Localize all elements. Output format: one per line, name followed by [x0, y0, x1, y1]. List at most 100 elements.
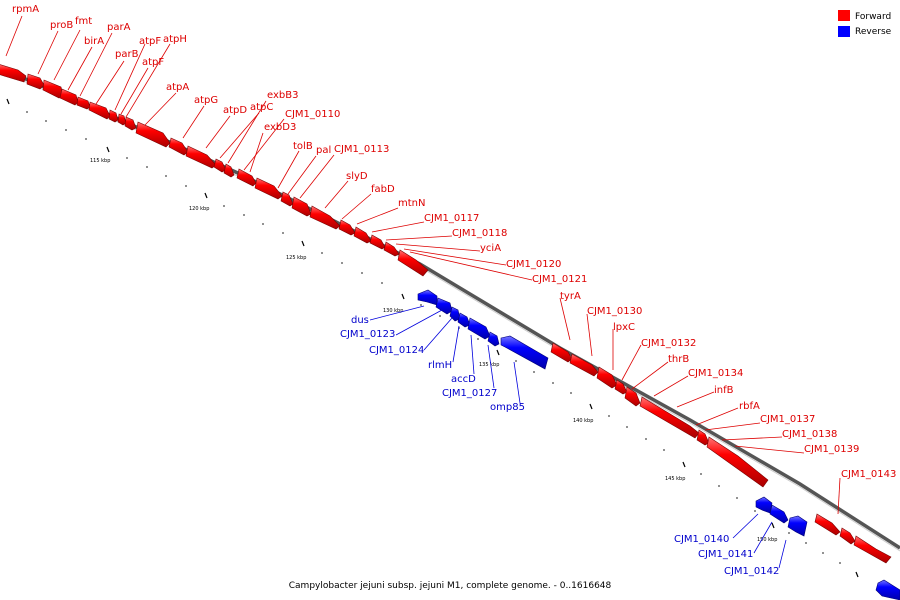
- gene-label-CJM1_0118[interactable]: CJM1_0118: [452, 228, 507, 239]
- gene-arrow[interactable]: [213, 158, 227, 173]
- gene-label-CJM1_0120[interactable]: CJM1_0120: [506, 259, 561, 270]
- gene-arrow[interactable]: [639, 396, 700, 439]
- gene-label-CJM1_0127[interactable]: CJM1_0127: [442, 388, 497, 399]
- gene-label-pal[interactable]: pal: [316, 145, 331, 156]
- legend-forward-label: Forward: [855, 12, 891, 22]
- gene-arrow[interactable]: [417, 289, 438, 306]
- gene-label-mtnN[interactable]: mtnN: [398, 198, 425, 209]
- gene-label-CJM1_0121[interactable]: CJM1_0121: [532, 274, 587, 285]
- gene-arrow[interactable]: [42, 79, 64, 99]
- gene-label-birA[interactable]: birA: [84, 36, 104, 47]
- gene-arrow[interactable]: [550, 342, 573, 363]
- gene-label-parA[interactable]: parA: [107, 22, 131, 33]
- gene-label-CJM1_0143[interactable]: CJM1_0143: [841, 469, 896, 480]
- gene-label-CJM1_0139[interactable]: CJM1_0139: [804, 444, 859, 455]
- gene-label-atpG[interactable]: atpG: [194, 95, 218, 106]
- gene-arrow[interactable]: [223, 163, 235, 178]
- gene-arrow[interactable]: [383, 241, 400, 257]
- gene-label-atpD[interactable]: atpD: [223, 105, 247, 116]
- gene-arrow[interactable]: [769, 504, 789, 524]
- gene-label-rlmH[interactable]: rlmH: [428, 360, 452, 371]
- gene-label-rpmA[interactable]: rpmA: [12, 4, 39, 15]
- gene-arrow[interactable]: [397, 249, 429, 277]
- legend-reverse-label: Reverse: [855, 27, 892, 37]
- gene-label-CJM1_0134[interactable]: CJM1_0134: [688, 368, 743, 379]
- gene-label-CJM1_0110[interactable]: CJM1_0110: [285, 109, 340, 120]
- gene-arrow[interactable]: [59, 88, 79, 106]
- gene-arrow[interactable]: [168, 137, 189, 156]
- gene-arrow[interactable]: [280, 191, 294, 207]
- gene-arrow[interactable]: [487, 331, 500, 347]
- gene-label-parB[interactable]: parB: [115, 49, 139, 60]
- gene-arrow[interactable]: [853, 535, 892, 564]
- gene-arrow[interactable]: [291, 196, 312, 217]
- gene-label-CJM1_0117[interactable]: CJM1_0117: [424, 213, 479, 224]
- gene-label-exbB3[interactable]: exbB3: [267, 90, 298, 101]
- gene-label-CJM1_0142[interactable]: CJM1_0142: [724, 566, 779, 577]
- gene-arrow[interactable]: [309, 205, 341, 230]
- major-tick: [6, 98, 10, 105]
- gene-arrow[interactable]: [88, 101, 111, 120]
- gene-label-exbD3[interactable]: exbD3: [264, 122, 296, 133]
- gene-arrow[interactable]: [236, 168, 257, 187]
- gene-label-CJM1_0123[interactable]: CJM1_0123: [340, 329, 395, 340]
- gene-arrow[interactable]: [435, 297, 453, 315]
- gene-arrow[interactable]: [449, 306, 461, 322]
- gene-label-CJM1_0140[interactable]: CJM1_0140: [674, 534, 729, 545]
- gene-arrow[interactable]: [467, 317, 491, 340]
- gene-arrow[interactable]: [338, 219, 356, 236]
- gene-label-CJM1_0138[interactable]: CJM1_0138: [782, 429, 837, 440]
- gene-arrow[interactable]: [353, 226, 372, 244]
- gene-label-atpA[interactable]: atpA: [166, 82, 189, 93]
- gene-label-proB[interactable]: proB: [50, 20, 73, 31]
- gene-label-slyD[interactable]: slyD: [346, 171, 368, 182]
- gene-label-CJM1_0130[interactable]: CJM1_0130: [587, 306, 642, 317]
- gene-label-rbfA[interactable]: rbfA: [739, 401, 760, 412]
- gene-label-yciA[interactable]: yciA: [480, 243, 501, 254]
- gene-label-atpF2[interactable]: atpF: [142, 57, 164, 68]
- gene-label-accD[interactable]: accD: [451, 374, 476, 385]
- gene-label-CJM1_0132[interactable]: CJM1_0132: [641, 338, 696, 349]
- gene-arrow[interactable]: [596, 366, 618, 389]
- gene-arrow[interactable]: [108, 109, 119, 123]
- gene-arrow[interactable]: [26, 73, 45, 90]
- gene-arrow[interactable]: [839, 527, 856, 545]
- gene-label-CJM1_0137[interactable]: CJM1_0137: [760, 414, 815, 425]
- gene-arrow[interactable]: [254, 177, 283, 200]
- gene-label-dus[interactable]: dus: [351, 315, 369, 326]
- gene-arrow[interactable]: [457, 312, 471, 328]
- gene-arrow[interactable]: [124, 116, 137, 131]
- gene-arrow[interactable]: [696, 429, 710, 446]
- gene-arrow[interactable]: [76, 96, 91, 110]
- gene-label-atpC[interactable]: atpC: [250, 102, 273, 113]
- major-tick: [204, 192, 208, 199]
- gene-arrow[interactable]: [814, 513, 841, 536]
- gene-arrow[interactable]: [624, 386, 641, 407]
- gene-label-atpH[interactable]: atpH: [163, 34, 187, 45]
- gene-label-omp85[interactable]: omp85: [490, 402, 525, 413]
- gene-label-infB[interactable]: infB: [714, 385, 734, 396]
- gene-arrow[interactable]: [185, 145, 217, 169]
- gene-arrow[interactable]: [117, 113, 127, 126]
- gene-arrow[interactable]: [369, 234, 386, 250]
- gene-label-CJM1_0113[interactable]: CJM1_0113: [334, 144, 389, 155]
- gene-label-CJM1_0141[interactable]: CJM1_0141: [698, 549, 753, 560]
- gene-label-tolB[interactable]: tolB: [293, 141, 313, 152]
- gene-arrow[interactable]: [706, 436, 769, 488]
- major-tick: [496, 349, 500, 356]
- gene-arrow[interactable]: [755, 496, 773, 514]
- gene-arrow[interactable]: [787, 515, 808, 537]
- gene-label-CJM1_0124[interactable]: CJM1_0124: [369, 345, 424, 356]
- gene-arrow[interactable]: [0, 64, 27, 83]
- gene-arrow[interactable]: [614, 379, 628, 395]
- gene-label-fmt[interactable]: fmt: [75, 16, 92, 27]
- gene-label-fabD[interactable]: fabD: [371, 184, 395, 195]
- gene-arrow[interactable]: [875, 579, 900, 600]
- gene-label-tyrA[interactable]: tyrA: [560, 291, 581, 302]
- gene-label-lpxC[interactable]: lpxC: [613, 322, 635, 333]
- gene-label-thrB[interactable]: thrB: [668, 354, 689, 365]
- gene-arrow[interactable]: [569, 353, 599, 377]
- gene-label-atpF[interactable]: atpF: [139, 36, 161, 47]
- gene-arrow[interactable]: [500, 335, 549, 370]
- gene-arrow[interactable]: [135, 121, 171, 148]
